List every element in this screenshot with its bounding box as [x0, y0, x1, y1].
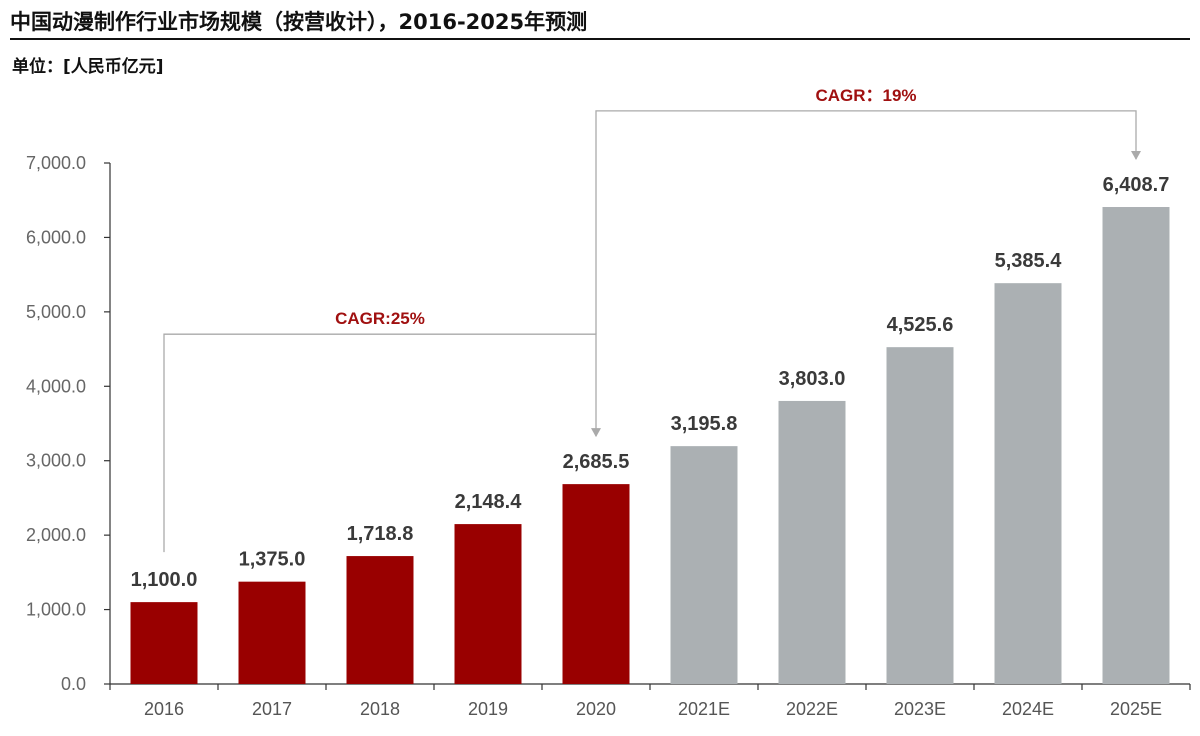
- y-tick-label: 5,000.0: [26, 302, 86, 322]
- data-label: 4,525.6: [887, 314, 954, 336]
- data-label: 5,385.4: [995, 250, 1063, 272]
- bar-2023E: [886, 347, 954, 684]
- x-tick-label: 2023E: [894, 699, 946, 719]
- bar-2024E: [994, 283, 1062, 684]
- data-label: 3,803.0: [779, 368, 846, 390]
- bar-2020: [562, 484, 630, 684]
- data-label: 3,195.8: [671, 413, 738, 435]
- cagr-bracket: [595, 110, 1141, 335]
- data-label: 1,100.0: [131, 569, 198, 591]
- bar-2025E: [1102, 207, 1170, 684]
- y-tick-label: 2,000.0: [26, 525, 86, 545]
- cagr-label: CAGR：19%: [815, 86, 916, 105]
- x-tick-label: 2017: [252, 699, 292, 719]
- cagr-bracket: [163, 333, 601, 553]
- title-underline: [10, 38, 1190, 40]
- y-tick-label: 6,000.0: [26, 227, 86, 247]
- bar-2016: [130, 602, 198, 684]
- bar-2019: [454, 524, 522, 684]
- bar-2021E: [670, 446, 738, 684]
- x-tick-label: 2016: [144, 699, 184, 719]
- y-tick-label: 1,000.0: [26, 600, 86, 620]
- data-label: 1,718.8: [347, 523, 414, 545]
- x-tick-label: 2021E: [678, 699, 730, 719]
- y-tick-label: 7,000.0: [26, 153, 86, 173]
- data-label: 1,375.0: [239, 549, 306, 571]
- x-tick-label: 2018: [360, 699, 400, 719]
- y-tick-label: 0.0: [61, 674, 86, 694]
- bar-2018: [346, 556, 414, 684]
- data-label: 2,148.4: [455, 491, 523, 513]
- y-tick-label: 3,000.0: [26, 451, 86, 471]
- x-tick-label: 2020: [576, 699, 616, 719]
- x-tick-label: 2024E: [1002, 699, 1054, 719]
- unit-label: 单位：[人民币亿元]: [12, 57, 164, 77]
- x-tick-label: 2022E: [786, 699, 838, 719]
- cagr-label: CAGR:25%: [335, 309, 425, 328]
- chart-title: 中国动漫制作行业市场规模（按营收计），2016-2025年预测: [10, 10, 588, 34]
- data-label: 2,685.5: [563, 451, 630, 473]
- y-tick-label: 4,000.0: [26, 376, 86, 396]
- x-tick-label: 2019: [468, 699, 508, 719]
- x-tick-label: 2025E: [1110, 699, 1162, 719]
- bar-2017: [238, 581, 306, 684]
- bar-2022E: [778, 400, 846, 684]
- data-label: 6,408.7: [1103, 174, 1170, 196]
